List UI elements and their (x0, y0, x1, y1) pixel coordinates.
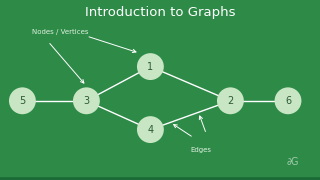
Text: ∂G: ∂G (286, 157, 299, 167)
Ellipse shape (9, 87, 36, 114)
Text: Edges: Edges (190, 147, 212, 153)
Ellipse shape (73, 87, 100, 114)
Ellipse shape (137, 53, 164, 80)
Text: 6: 6 (285, 96, 291, 106)
Text: 5: 5 (19, 96, 26, 106)
Text: 4: 4 (147, 125, 154, 135)
Text: Introduction to Graphs: Introduction to Graphs (85, 6, 235, 19)
Text: 3: 3 (83, 96, 90, 106)
Ellipse shape (275, 87, 301, 114)
Ellipse shape (217, 87, 244, 114)
Text: 2: 2 (227, 96, 234, 106)
Text: Nodes / Vertices: Nodes / Vertices (32, 29, 89, 35)
Text: 1: 1 (147, 62, 154, 72)
Ellipse shape (137, 116, 164, 143)
